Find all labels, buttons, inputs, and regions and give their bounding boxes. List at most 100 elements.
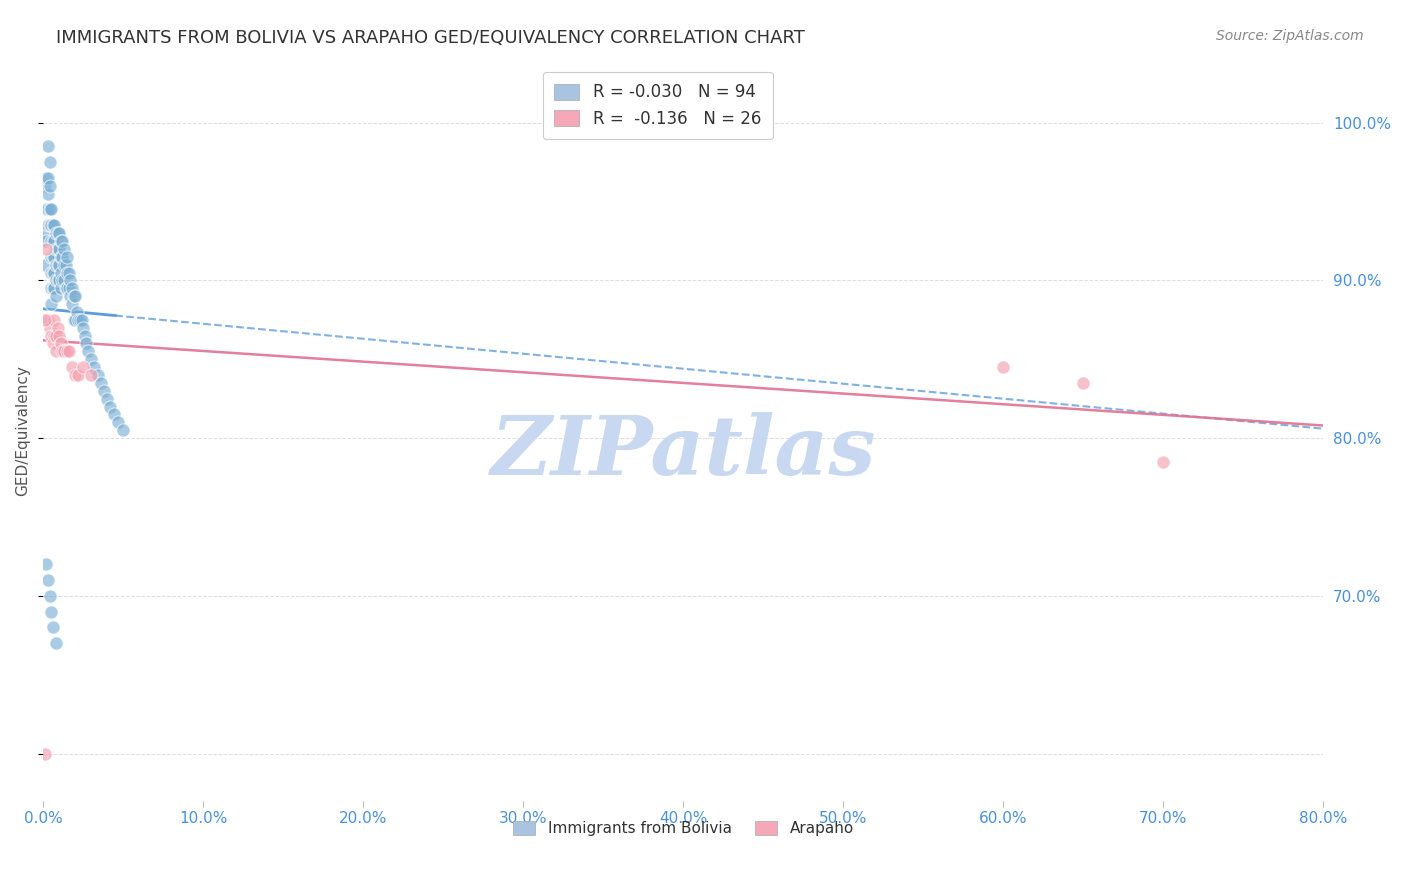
Point bbox=[44, 250, 66, 264]
Point bbox=[46, 320, 69, 334]
Point bbox=[42, 234, 65, 248]
Point bbox=[62, 313, 84, 327]
Point bbox=[96, 392, 118, 406]
Point bbox=[62, 289, 84, 303]
Point bbox=[75, 336, 97, 351]
Point bbox=[35, 558, 58, 572]
Point bbox=[37, 573, 59, 587]
Point bbox=[42, 281, 65, 295]
Point bbox=[59, 289, 82, 303]
Point bbox=[35, 202, 58, 217]
Point bbox=[42, 218, 65, 232]
Point bbox=[34, 313, 56, 327]
Point bbox=[39, 234, 62, 248]
Point bbox=[55, 258, 77, 272]
Point bbox=[49, 234, 72, 248]
Point bbox=[39, 218, 62, 232]
Point bbox=[38, 218, 60, 232]
Point bbox=[67, 313, 90, 327]
Point bbox=[60, 297, 83, 311]
Point bbox=[56, 281, 79, 295]
Point bbox=[107, 415, 129, 429]
Point bbox=[38, 202, 60, 217]
Point bbox=[69, 313, 91, 327]
Point bbox=[45, 258, 67, 272]
Point bbox=[34, 178, 56, 193]
Point bbox=[45, 344, 67, 359]
Point bbox=[49, 281, 72, 295]
Point bbox=[77, 344, 100, 359]
Point bbox=[59, 273, 82, 287]
Point bbox=[44, 266, 66, 280]
Point bbox=[45, 226, 67, 240]
Point bbox=[34, 747, 56, 761]
Point bbox=[38, 320, 60, 334]
Point bbox=[38, 155, 60, 169]
Point bbox=[37, 186, 59, 201]
Point bbox=[35, 170, 58, 185]
Point bbox=[44, 234, 66, 248]
Point bbox=[46, 273, 69, 287]
Point bbox=[45, 242, 67, 256]
Point bbox=[34, 226, 56, 240]
Text: Source: ZipAtlas.com: Source: ZipAtlas.com bbox=[1216, 29, 1364, 43]
Point bbox=[37, 218, 59, 232]
Legend: Immigrants from Bolivia, Arapaho: Immigrants from Bolivia, Arapaho bbox=[503, 812, 863, 845]
Point bbox=[83, 360, 105, 375]
Point bbox=[58, 266, 80, 280]
Point bbox=[93, 384, 115, 398]
Point bbox=[37, 313, 59, 327]
Point bbox=[48, 226, 70, 240]
Point bbox=[39, 266, 62, 280]
Point bbox=[63, 313, 86, 327]
Point bbox=[46, 258, 69, 272]
Point bbox=[42, 620, 65, 634]
Point bbox=[993, 360, 1015, 375]
Point bbox=[80, 352, 103, 367]
Point bbox=[53, 273, 76, 287]
Point bbox=[67, 368, 90, 382]
Point bbox=[56, 266, 79, 280]
Point bbox=[48, 258, 70, 272]
Point bbox=[39, 202, 62, 217]
Point bbox=[58, 344, 80, 359]
Point bbox=[37, 202, 59, 217]
Point bbox=[45, 636, 67, 650]
Point bbox=[72, 360, 94, 375]
Point bbox=[51, 250, 73, 264]
Point bbox=[58, 281, 80, 295]
Point bbox=[51, 344, 73, 359]
Text: ZIPatlas: ZIPatlas bbox=[491, 412, 876, 492]
Point bbox=[56, 344, 79, 359]
Point bbox=[51, 273, 73, 287]
Point bbox=[44, 328, 66, 343]
Point bbox=[45, 328, 67, 343]
Point bbox=[34, 258, 56, 272]
Point bbox=[42, 250, 65, 264]
Point bbox=[45, 273, 67, 287]
Point bbox=[35, 234, 58, 248]
Point bbox=[35, 242, 58, 256]
Point bbox=[45, 289, 67, 303]
Y-axis label: GED/Equivalency: GED/Equivalency bbox=[15, 365, 30, 496]
Point bbox=[53, 242, 76, 256]
Point bbox=[63, 368, 86, 382]
Point bbox=[44, 281, 66, 295]
Point bbox=[38, 589, 60, 603]
Point bbox=[39, 297, 62, 311]
Point bbox=[72, 320, 94, 334]
Point bbox=[56, 250, 79, 264]
Point bbox=[48, 273, 70, 287]
Point bbox=[48, 328, 70, 343]
Point bbox=[46, 242, 69, 256]
Point bbox=[38, 178, 60, 193]
Point bbox=[86, 368, 108, 382]
Point bbox=[49, 250, 72, 264]
Point bbox=[39, 250, 62, 264]
Point bbox=[42, 266, 65, 280]
Point bbox=[49, 266, 72, 280]
Point bbox=[90, 376, 112, 390]
Point bbox=[55, 281, 77, 295]
Point bbox=[39, 281, 62, 295]
Point bbox=[53, 258, 76, 272]
